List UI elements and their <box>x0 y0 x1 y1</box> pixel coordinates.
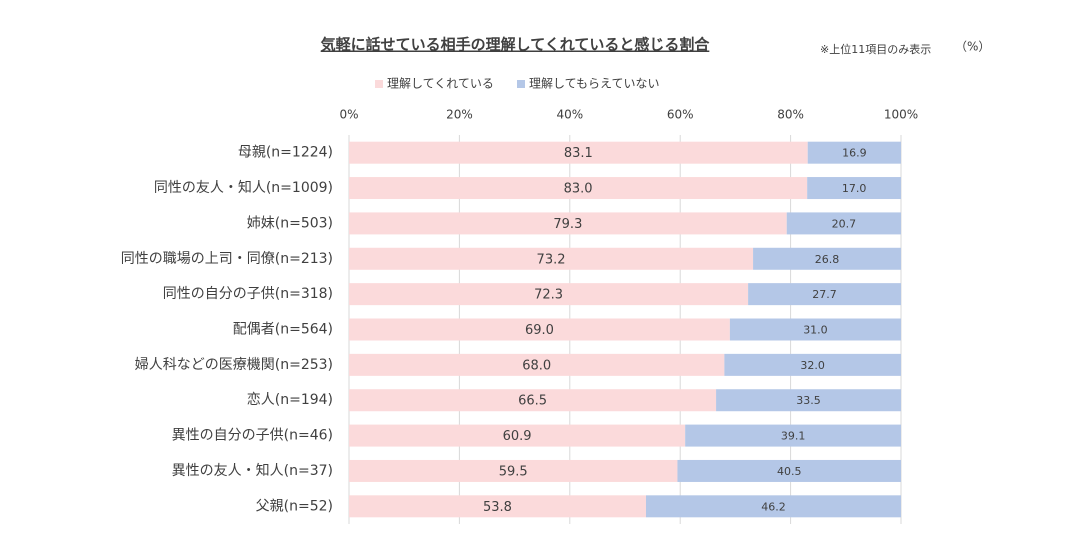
bar-segment <box>685 424 901 447</box>
y-tick-label: 恋人(n=194) <box>247 391 333 408</box>
value-label: 66.5 <box>518 394 547 409</box>
value-label: 83.1 <box>564 146 593 161</box>
legend-label: 理解してもらえていない <box>529 77 659 91</box>
bar-segment <box>748 283 901 306</box>
x-tick-label: 60% <box>667 108 694 122</box>
x-tick-label: 40% <box>556 108 583 122</box>
annotation: （%） <box>955 40 990 54</box>
legend-swatch <box>517 80 525 88</box>
bar-segment <box>349 424 686 447</box>
y-tick-label: 婦人科などの医療機関(n=253) <box>135 356 333 373</box>
bar-segment <box>349 283 749 306</box>
bar-segment <box>677 459 901 482</box>
bar-segment <box>349 389 717 412</box>
value-label: 53.8 <box>483 500 512 515</box>
value-label: 60.9 <box>503 429 532 444</box>
value-label: 33.5 <box>796 394 821 407</box>
x-tick-label: 0% <box>339 108 358 122</box>
value-label: 26.8 <box>815 253 840 266</box>
bar-segment <box>807 177 901 200</box>
value-label: 39.1 <box>781 430 806 443</box>
y-tick-label: 母親(n=1224) <box>238 145 333 161</box>
bar-segment <box>349 459 678 482</box>
value-label: 31.0 <box>803 324 828 337</box>
bar-segment <box>753 247 901 270</box>
value-label: 17.0 <box>842 182 867 195</box>
legend-label: 理解してくれている <box>387 77 494 91</box>
bar-segment <box>807 141 901 164</box>
value-label: 72.3 <box>534 288 563 303</box>
value-label: 59.5 <box>499 464 528 479</box>
y-tick-label: 同性の友人・知人(n=1009) <box>154 179 333 196</box>
y-tick-label: 異性の自分の子供(n=46) <box>172 428 333 444</box>
bar-segment <box>349 318 730 341</box>
y-tick-label: 同性の職場の上司・同僚(n=213) <box>121 251 333 267</box>
bar-segment <box>349 212 787 235</box>
y-tick-label: 異性の友人・知人(n=37) <box>172 462 333 479</box>
bar-segment <box>729 318 901 341</box>
value-label: 46.2 <box>761 500 786 513</box>
value-label: 83.0 <box>564 182 593 197</box>
bar-segment <box>349 247 754 270</box>
y-tick-label: 姉妹(n=503) <box>247 215 333 231</box>
bar-segment <box>349 141 808 164</box>
x-tick-label: 80% <box>777 108 804 122</box>
value-label: 20.7 <box>832 217 857 230</box>
x-tick-label: 20% <box>446 108 473 122</box>
bar-segment <box>349 177 808 200</box>
x-tick-label: 100% <box>884 108 918 122</box>
y-tick-label: 父親(n=52) <box>256 498 333 514</box>
value-label: 68.0 <box>522 358 551 373</box>
bar-segment <box>349 495 646 518</box>
bar-segment <box>786 212 901 235</box>
bar-segment <box>645 495 901 518</box>
chart-title: 気軽に話せている相手の理解してくれていると感じる割合 <box>321 36 711 54</box>
value-label: 73.2 <box>537 252 566 267</box>
bar-segment <box>716 389 901 412</box>
value-label: 69.0 <box>525 323 554 338</box>
annotation: ※上位11項目のみ表示 <box>820 42 931 56</box>
bar-segment <box>349 353 725 376</box>
value-label: 32.0 <box>800 359 825 372</box>
y-tick-label: 配偶者(n=564) <box>233 322 333 338</box>
y-tick-label: 同性の自分の子供(n=318) <box>163 286 333 302</box>
bar-segment <box>724 353 901 376</box>
value-label: 27.7 <box>812 288 837 301</box>
value-label: 79.3 <box>553 217 582 232</box>
value-label: 40.5 <box>777 465 802 478</box>
legend-swatch <box>375 80 383 88</box>
value-label: 16.9 <box>842 147 867 160</box>
